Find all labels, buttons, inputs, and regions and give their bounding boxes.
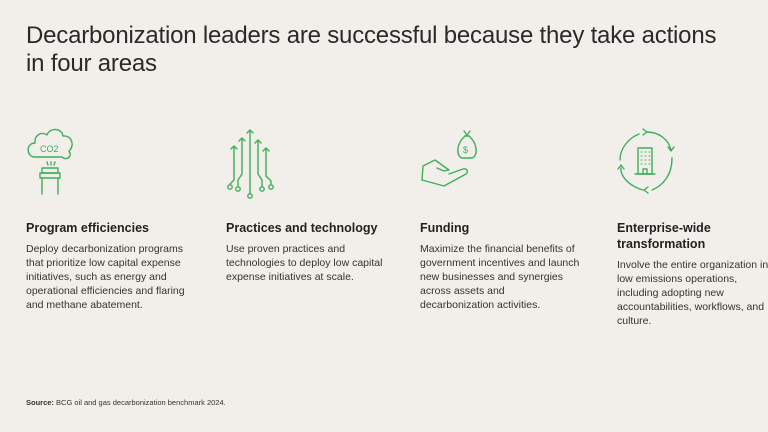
circuit-arrows-icon — [226, 128, 386, 200]
area-body: Maximize the financial benefits of gover… — [420, 243, 580, 311]
svg-text:$: $ — [463, 145, 468, 155]
area-body: Involve the entire organization in low e… — [617, 259, 768, 327]
area-funding: $ Funding Maximize the financial benefit… — [420, 128, 580, 312]
area-heading: Program efficiencies — [26, 221, 149, 235]
area-body: Use proven practices and technologies to… — [226, 243, 383, 283]
area-heading: Funding — [420, 221, 470, 235]
source-note: Source: BCG oil and gas decarbonization … — [26, 398, 226, 407]
co2-smokestack-icon: CO2 — [26, 128, 186, 200]
page-title: Decarbonization leaders are successful b… — [26, 22, 717, 77]
hand-money-bag-icon: $ — [420, 128, 580, 200]
area-practices-technology: Practices and technology Use proven prac… — [226, 128, 386, 284]
source-text: BCG oil and gas decarbonization benchmar… — [56, 398, 226, 407]
area-body: Deploy decarbonization programs that pri… — [26, 243, 185, 311]
building-cycle-icon — [617, 128, 768, 200]
area-heading: Enterprise-wide transformation — [617, 221, 711, 251]
area-enterprise-transformation: Enterprise-wide transformation Involve t… — [617, 128, 768, 328]
area-heading: Practices and technology — [226, 221, 378, 235]
source-label: Source: — [26, 398, 54, 407]
area-program-efficiencies: CO2 Program efficiencies Deploy decarbon… — [26, 128, 186, 312]
svg-text:CO2: CO2 — [40, 144, 59, 154]
